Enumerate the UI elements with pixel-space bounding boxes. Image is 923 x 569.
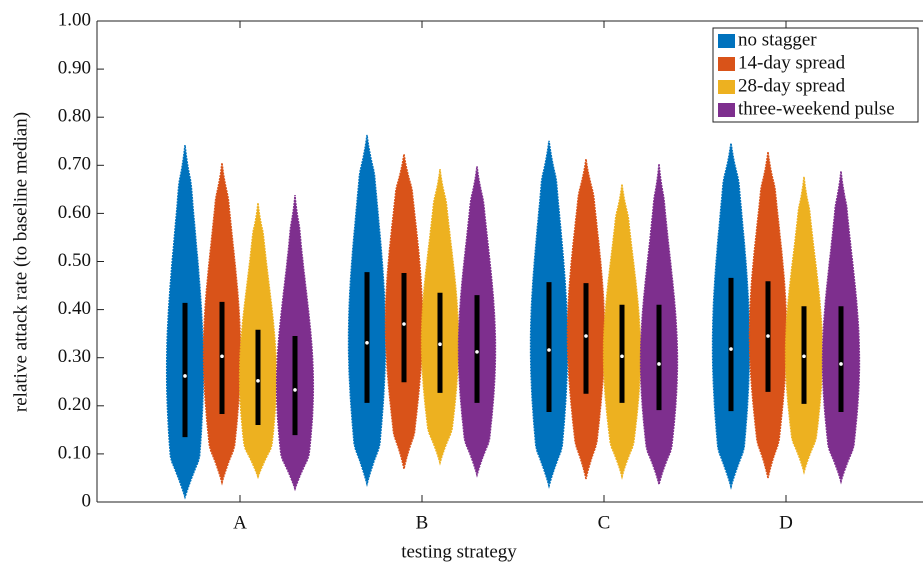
y-tick-label: 0.80 xyxy=(58,106,91,127)
y-tick-label: 0.60 xyxy=(58,202,91,223)
legend-label: no stagger xyxy=(738,29,817,50)
x-tick-label: C xyxy=(598,512,611,533)
median xyxy=(620,354,624,359)
y-tick-label: 1.00 xyxy=(58,9,91,30)
legend-label: 14-day spread xyxy=(738,52,846,73)
legend-swatch xyxy=(718,103,735,117)
median xyxy=(729,347,733,351)
y-axis-label: relative attack rate (to baseline median… xyxy=(10,112,31,412)
legend-swatch xyxy=(718,80,735,94)
legend-label: three-weekend pulse xyxy=(738,98,895,119)
median xyxy=(438,342,442,347)
median xyxy=(256,378,260,383)
median xyxy=(220,354,224,359)
median xyxy=(402,322,406,326)
legend-swatch xyxy=(718,57,735,71)
x-tick-label: A xyxy=(233,512,247,533)
y-tick-label: 0.10 xyxy=(58,442,91,463)
median xyxy=(839,362,843,366)
median xyxy=(766,334,770,338)
y-tick-label: 0.40 xyxy=(58,298,91,319)
y-tick-label: 0 xyxy=(82,490,92,511)
median xyxy=(293,388,297,392)
y-tick-label: 0.50 xyxy=(58,250,91,271)
x-axis-label: testing strategy xyxy=(401,541,517,562)
x-tick-label: D xyxy=(779,512,793,533)
y-tick-label: 0.90 xyxy=(58,57,91,78)
median xyxy=(657,362,661,366)
x-tick-label: B xyxy=(416,512,429,533)
legend-swatch xyxy=(718,34,735,48)
median xyxy=(365,340,369,345)
median xyxy=(475,350,479,354)
median xyxy=(584,334,588,338)
legend-label: 28-day spread xyxy=(738,75,846,96)
legend-box xyxy=(712,27,919,123)
median xyxy=(802,354,806,359)
median xyxy=(183,374,187,378)
y-tick-label: 0.20 xyxy=(58,394,91,415)
y-tick-label: 0.30 xyxy=(58,346,91,367)
y-tick-label: 0.70 xyxy=(58,154,91,175)
median xyxy=(547,348,551,352)
